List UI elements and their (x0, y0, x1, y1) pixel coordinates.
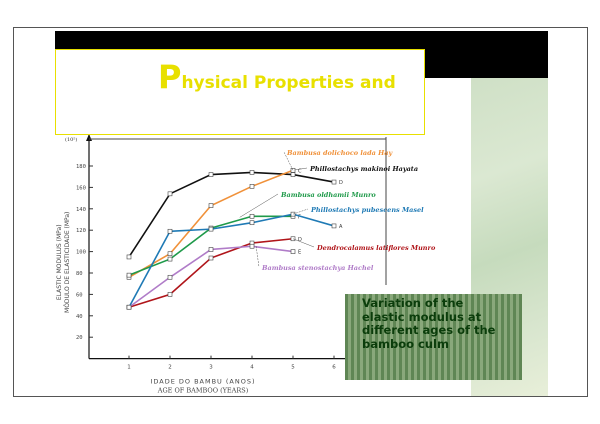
leader-line (292, 238, 315, 248)
y-tick-label: 20 (76, 335, 83, 341)
title-main: hysical Properties and (181, 73, 396, 93)
y-axis-arrow (86, 135, 92, 141)
caption-line: bamboo culm (362, 336, 449, 351)
y-axis-label: MÓDULO DE ELASTICIDADE (MPa) (64, 212, 71, 313)
leader-line (255, 246, 260, 268)
series-label: Phillostachys makinoi Hayata (309, 165, 418, 173)
data-point (167, 191, 173, 197)
leader-line (292, 167, 308, 171)
x-tick-label: 4 (250, 365, 254, 371)
series-marker-letter: C (298, 168, 302, 174)
x-tick-label: 6 (332, 365, 336, 371)
y-tick-label: 40 (76, 314, 83, 320)
caption-box: Variation of the elastic modulus at diff… (345, 294, 522, 380)
series-marker-letter: D (339, 180, 343, 186)
data-point (167, 292, 173, 297)
y-unit-label: (10⁵) (65, 136, 77, 143)
series-marker-letter: A (339, 224, 343, 230)
data-point (290, 249, 296, 254)
series-line (128, 245, 294, 308)
caption-line: elastic modulus at (362, 309, 482, 324)
data-point (331, 179, 337, 185)
title-box (55, 49, 425, 135)
data-point (167, 251, 173, 257)
data-point (249, 243, 255, 249)
series-line (128, 213, 335, 308)
x-tick-label: 5 (291, 365, 295, 371)
caption-text: Variation of the elastic modulus at diff… (362, 296, 496, 351)
series-label: Bambusa oldhamii Munro (280, 191, 376, 199)
y-tick-label: 180 (76, 164, 86, 170)
x-tick-label: 2 (168, 365, 172, 371)
slide-title: Physical Properties and age (158, 58, 437, 96)
series-marker-letter: D (298, 237, 302, 243)
series-label: Phillostachys pubescens Masel (310, 206, 424, 214)
series-label: Bambusa stenostachya Hachel (261, 264, 374, 272)
data-point (126, 304, 132, 310)
data-point (208, 172, 214, 177)
elastic-modulus-chart: (10⁵) 20 40 60 80 100 120 140 160 180 1 2 3 4 5 6 IDADE … (56, 135, 436, 395)
leader-line (239, 193, 279, 218)
x-axis-label: IDADE DO BAMBU (ANOS) (150, 378, 255, 386)
title-initial: P (158, 58, 182, 96)
x-tick-label: 1 (127, 365, 131, 371)
y-tick-label: 100 (76, 250, 86, 256)
data-point (126, 254, 132, 260)
data-point (331, 223, 337, 229)
data-point (249, 213, 255, 219)
series-marker-letter: F (298, 214, 301, 220)
series-marker-letter: E (298, 250, 301, 256)
data-point (167, 256, 173, 262)
data-point (126, 272, 132, 278)
series-line (128, 171, 335, 258)
data-point (208, 226, 214, 232)
data-point (249, 220, 255, 226)
data-point (208, 203, 214, 208)
y-tick-label: 160 (76, 185, 86, 191)
x-tick-label: 3 (209, 365, 213, 371)
y-tick-label: 60 (76, 292, 83, 298)
y-tick-label: 120 (76, 228, 86, 234)
data-point (249, 170, 255, 175)
data-point (167, 274, 173, 280)
data-point (290, 172, 296, 177)
y-axis-label: ELASTIC MODULUS (MPa) (56, 224, 63, 300)
title-tail: age (395, 73, 437, 93)
data-point (208, 247, 214, 252)
series-label: Bambusa dolichoco lada Hay (286, 149, 393, 157)
caption-line: different ages of the (362, 323, 496, 337)
y-tick-label: 140 (76, 207, 86, 213)
x-axis-label: AGE OF BAMBOO (YEARS) (157, 387, 249, 395)
caption-line: Variation of the (362, 296, 464, 310)
series-label: Dendrocalamus latiflores Munro (316, 244, 436, 252)
data-point (167, 228, 173, 234)
leader-line (292, 208, 309, 215)
data-point (208, 255, 214, 261)
leader-line (283, 151, 294, 171)
data-point (249, 184, 255, 189)
y-tick-label: 80 (76, 271, 83, 277)
